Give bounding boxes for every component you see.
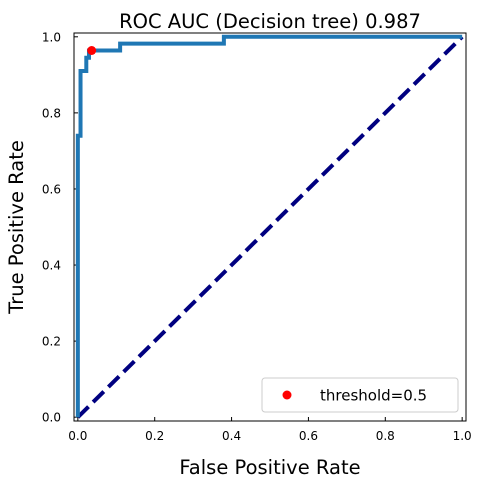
legend-marker — [282, 390, 292, 400]
x-tick-label: 1.0 — [453, 429, 472, 443]
x-tick-label: 0.2 — [145, 429, 164, 443]
y-axis-ticks: 0.0 0.2 0.4 0.6 0.8 1.0 — [42, 30, 78, 425]
x-axis-label: False Positive Rate — [179, 456, 360, 479]
roc-curve-line — [75, 34, 463, 418]
y-tick-label: 1.0 — [42, 30, 61, 44]
y-tick-label: 0.4 — [42, 259, 61, 273]
chart-title: ROC AUC (Decision tree) 0.987 — [119, 10, 421, 33]
diagonal-reference-line — [76, 35, 464, 419]
y-tick-label: 0.6 — [42, 182, 61, 196]
y-tick-label: 0.0 — [42, 411, 61, 425]
x-tick-label: 0.4 — [222, 429, 241, 443]
y-tick-label: 0.2 — [42, 335, 61, 349]
threshold-point — [87, 45, 97, 55]
x-tick-label: 0.0 — [68, 429, 87, 443]
legend-box — [261, 377, 459, 413]
plot-frame — [73, 32, 467, 422]
x-axis-ticks: 0.0 0.2 0.4 0.6 0.8 1.0 — [68, 417, 472, 443]
plot-lines — [75, 34, 464, 419]
legend-label: threshold=0.5 — [320, 387, 427, 405]
y-axis-label: True Positive Rate — [5, 140, 28, 315]
x-tick-label: 0.8 — [376, 429, 395, 443]
x-tick-label: 0.6 — [299, 429, 318, 443]
legend: threshold=0.5 — [261, 377, 459, 413]
y-tick-label: 0.8 — [42, 106, 61, 120]
